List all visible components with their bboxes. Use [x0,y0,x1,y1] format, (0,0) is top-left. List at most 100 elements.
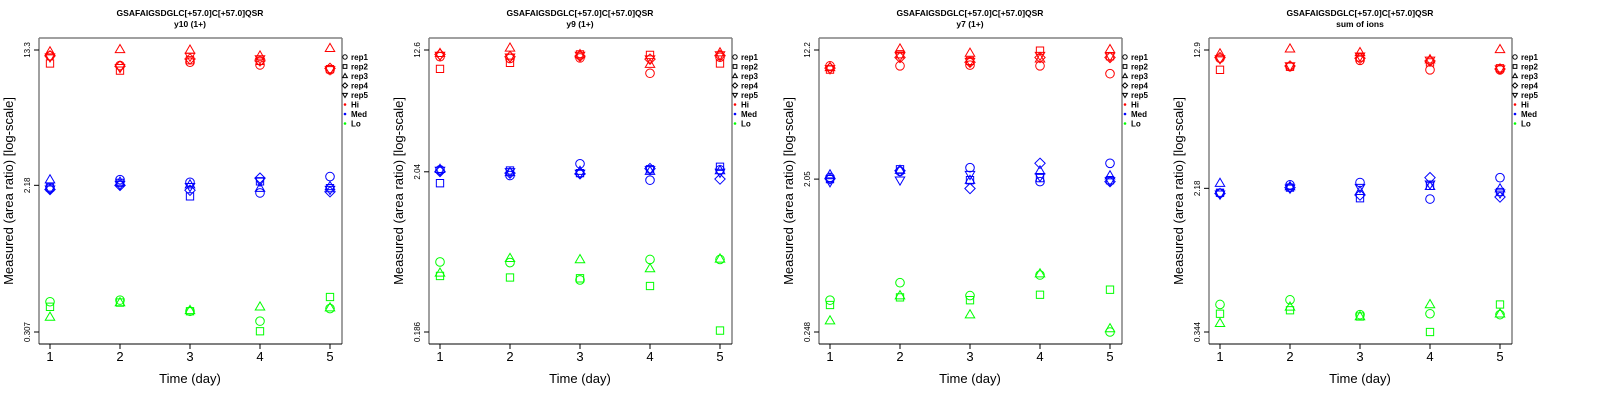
data-point-hi-rep5 [254,55,266,65]
data-point-hi-rep5 [1424,56,1436,67]
data-point-lo-rep3 [254,300,266,311]
legend-label: Med [351,110,367,119]
data-point-med-rep1 [965,162,975,173]
legend-triangle-down-icon [341,92,349,99]
legend-label: rep3 [351,72,368,81]
data-point-lo-rep3 [574,253,586,264]
data-point-med-rep1 [185,177,195,188]
x-tick-label: 5 [1106,349,1113,364]
data-point-med-rep3 [1214,177,1226,187]
data-point-hi-rep2 [645,50,655,60]
data-point-med-rep3 [824,168,836,179]
y-axis-label: Measured (area ratio) [log-scale] [781,97,796,285]
data-point-hi-rep1 [185,57,195,67]
data-point-lo-rep1 [895,277,905,288]
data-point-lo-rep2 [825,300,835,310]
data-point-lo-rep1 [45,296,55,307]
data-point-med-rep5 [114,180,126,191]
data-point-lo-rep1 [1355,309,1365,320]
data-point-med-rep4 [254,172,266,184]
data-point-hi-rep1 [1105,68,1115,79]
data-point-med-rep5 [184,182,196,193]
data-point-hi-rep1 [965,60,975,70]
data-point-med-rep5 [574,169,586,180]
legend-dot-lo-icon [1123,122,1127,125]
legend-label: rep2 [741,63,758,72]
y-tick-label: 12.6 [413,42,422,58]
data-point-med-rep5 [504,168,516,178]
legend-label: rep2 [351,63,368,72]
legend-triangle-up-icon [1511,72,1519,79]
data-point-hi-rep1 [645,68,655,79]
data-point-med-rep5 [964,170,976,181]
data-point-hi-rep5 [114,63,126,74]
chart-subtitle: y9 (1+) [566,19,593,29]
x-tick-label: 3 [966,349,973,364]
data-point-lo-rep1 [185,306,195,317]
data-point-med-rep3 [1034,164,1046,175]
data-point-hi-rep2 [965,56,975,66]
y-axis-label: Measured (area ratio) [log-scale] [1171,97,1186,285]
legend-diamond-icon [731,82,739,89]
data-point-med-rep4 [964,182,976,195]
legend-dot-hi-icon [733,103,737,106]
data-point-lo-rep3 [894,289,906,300]
legend-label: rep4 [1131,82,1148,91]
y-tick-label: 2.18 [1193,180,1202,196]
data-point-lo-rep1 [325,303,335,314]
legend-triangle-up-icon [1121,72,1129,79]
data-point-lo-rep3 [504,252,516,262]
data-point-hi-rep1 [715,52,725,63]
x-axis-label: Time (day) [549,371,611,386]
data-point-lo-rep1 [645,254,655,265]
legend-square-icon [1122,64,1128,69]
data-point-lo-rep3 [1354,310,1366,321]
data-point-hi-rep3 [964,47,976,57]
legend-square-icon [732,64,738,69]
x-tick-label: 3 [186,349,193,364]
legend-dot-lo-icon [343,122,347,125]
data-point-hi-rep3 [324,42,336,53]
legend-label: Lo [1131,120,1141,129]
legend-label: rep1 [1131,53,1148,62]
legend-dot-med-icon [733,112,737,116]
data-point-hi-rep5 [1214,55,1226,65]
y-tick-label: 0.248 [803,321,812,342]
legend-diamond-icon [1511,82,1519,89]
legend-circle-icon [1122,54,1128,60]
data-point-hi-rep5 [504,53,516,64]
data-point-hi-rep4 [1034,51,1046,64]
x-tick-label: 1 [436,349,443,364]
data-point-med-rep3 [324,180,336,191]
data-point-hi-rep5 [1034,51,1046,62]
data-point-hi-rep5 [964,57,976,68]
data-point-med-rep1 [115,174,125,185]
data-point-hi-rep5 [1104,52,1116,63]
data-point-lo-rep2 [255,327,265,336]
legend-label: rep5 [1131,91,1148,100]
data-point-hi-rep5 [184,52,196,63]
data-point-hi-rep3 [824,61,836,72]
legend-label: rep2 [1131,63,1148,72]
data-point-med-rep3 [1354,185,1366,195]
legend-label: Med [1131,110,1147,119]
data-point-lo-rep2 [1285,306,1295,315]
data-point-med-rep4 [824,172,836,185]
chart-title: GSAFAIGSDGLC[+57.0]C[+57.0]QSR [1287,8,1434,18]
data-point-med-rep1 [645,175,655,185]
data-point-hi-rep5 [824,65,836,75]
data-point-hi-rep3 [504,41,516,52]
data-point-med-rep2 [185,192,195,201]
data-point-med-rep2 [435,179,445,188]
y-axis-label: Measured (area ratio) [log-scale] [391,97,406,285]
data-point-hi-rep5 [894,52,906,63]
data-point-med-rep5 [714,168,726,179]
data-point-lo-rep3 [1104,322,1116,333]
data-point-lo-rep1 [965,290,975,301]
data-point-lo-rep1 [575,275,585,285]
legend-label: Lo [351,120,361,129]
